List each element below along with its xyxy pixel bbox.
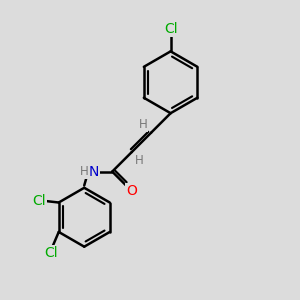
- Text: Cl: Cl: [45, 246, 58, 260]
- Text: H: H: [80, 165, 88, 178]
- Text: Cl: Cl: [32, 194, 46, 208]
- Text: H: H: [135, 154, 144, 166]
- Text: N: N: [89, 165, 99, 178]
- Text: Cl: Cl: [164, 22, 177, 36]
- Text: H: H: [139, 118, 148, 131]
- Text: O: O: [126, 184, 137, 198]
